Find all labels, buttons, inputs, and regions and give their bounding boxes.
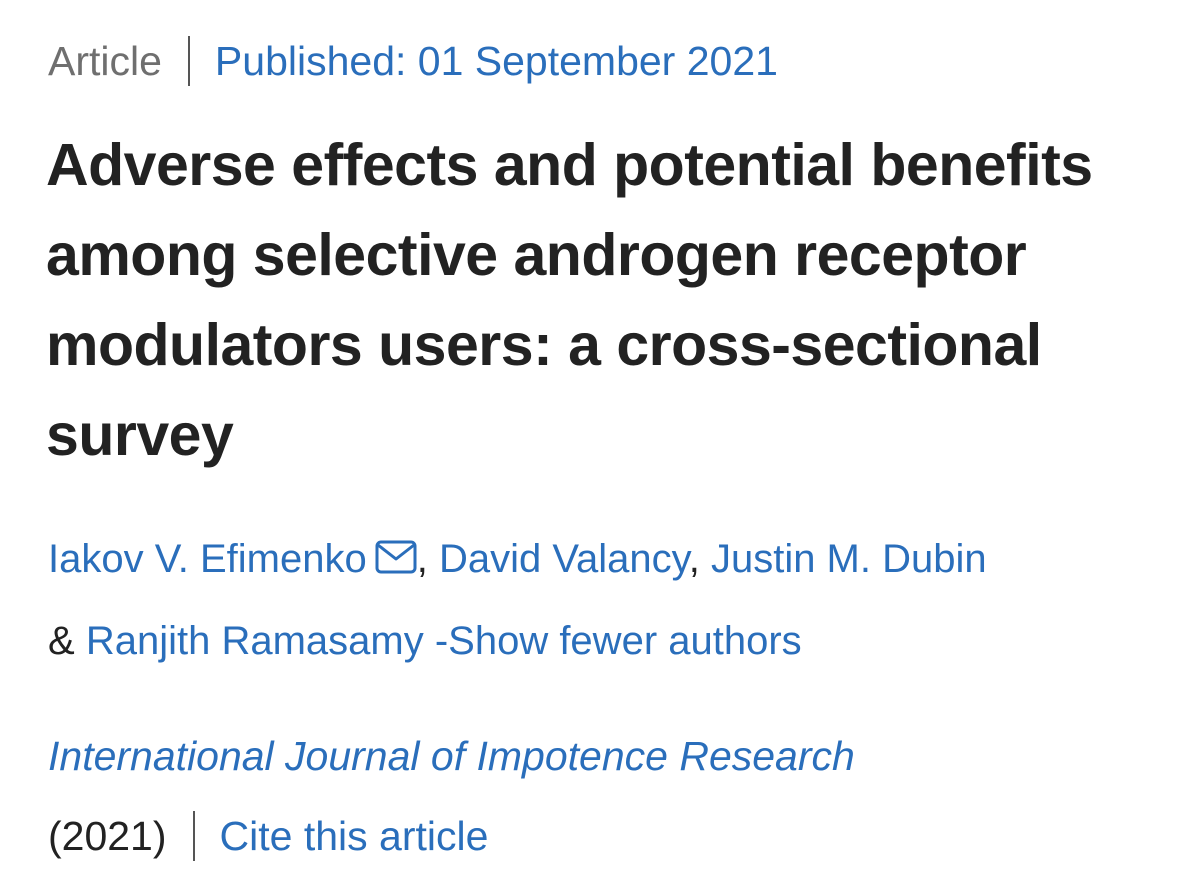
author-separator: , (416, 537, 428, 581)
article-meta: Article Published: 01 September 2021 (48, 36, 778, 86)
author-separator: , (688, 537, 700, 581)
journal-name-link[interactable]: International Journal of Impotence Resea… (48, 733, 855, 779)
published-date: Published: 01 September 2021 (214, 38, 778, 84)
citation-divider (192, 811, 195, 861)
author-link-4[interactable]: Ranjith Ramasamy (85, 619, 424, 663)
publication-year: (2021) (48, 813, 167, 859)
author-list: Iakov V. Efimenko, David Valancy, Justin… (48, 518, 1178, 682)
cite-this-article-link[interactable]: Cite this article (219, 813, 489, 859)
article-type-label: Article (48, 38, 162, 84)
author-link-3[interactable]: Justin M. Dubin (710, 537, 987, 581)
citation-row: (2021) Cite this article (48, 810, 488, 862)
show-fewer-authors-link[interactable]: -Show fewer authors (434, 619, 802, 663)
author-link-2[interactable]: David Valancy (438, 537, 689, 581)
meta-divider (187, 36, 190, 86)
author-and: & (48, 619, 75, 663)
envelope-icon[interactable] (375, 540, 417, 574)
article-title: Adverse effects and potential benefits a… (46, 132, 1093, 468)
author-link-1[interactable]: Iakov V. Efimenko (48, 537, 367, 581)
